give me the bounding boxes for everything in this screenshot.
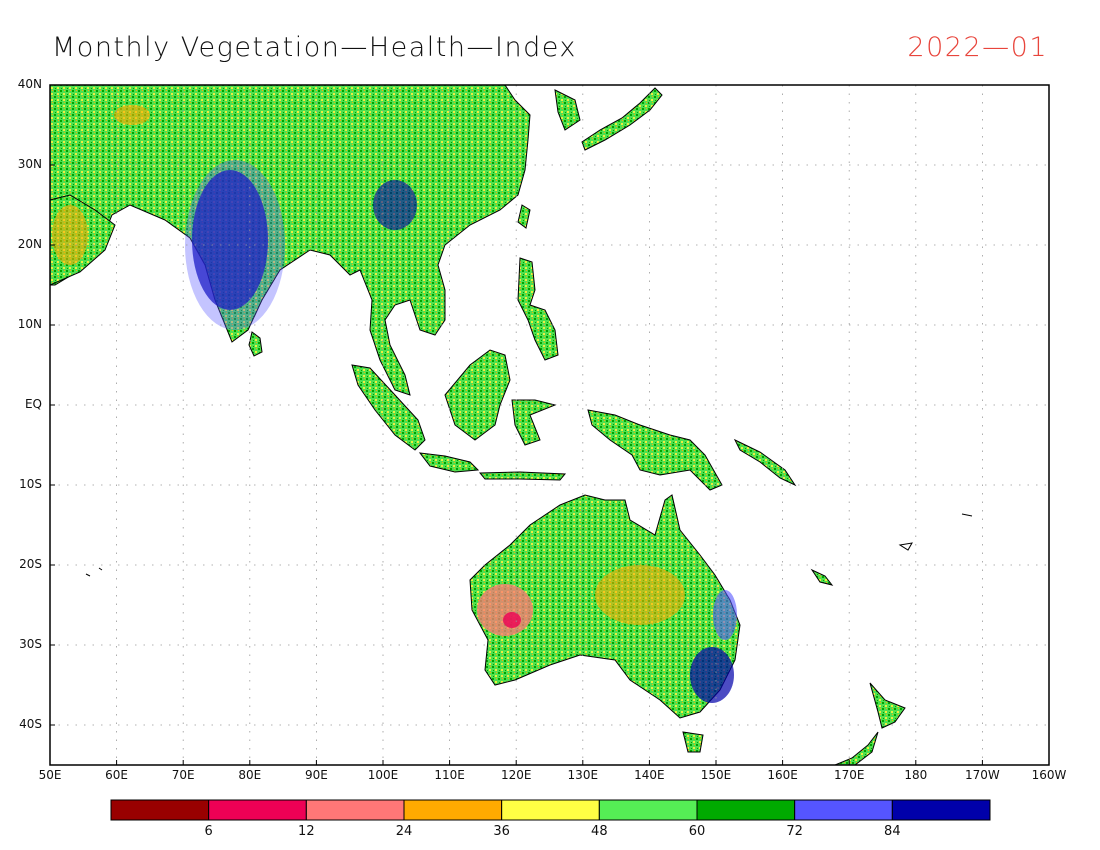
colorbar-swatch	[110, 799, 210, 821]
latitude-label: EQ	[24, 397, 42, 411]
longitude-label: 60E	[105, 768, 129, 782]
taiwan	[517, 204, 531, 229]
colorbar-swatch	[501, 799, 600, 821]
map-date: 2022—01	[907, 32, 1048, 63]
japan	[581, 87, 663, 151]
latitude-label: 30S	[19, 637, 42, 651]
longitude-label: 150E	[700, 768, 732, 782]
java	[418, 452, 480, 473]
longitude-label: 110E	[434, 768, 465, 782]
longitude-label: 100E	[367, 768, 399, 782]
colorbar-tick-label: 72	[786, 824, 803, 839]
sri-lanka	[248, 331, 263, 357]
x-ticks	[49, 760, 1050, 765]
new-caledonia	[810, 568, 834, 586]
longitude-label: 50E	[38, 768, 62, 782]
longitude-label: 90E	[304, 768, 328, 782]
w-australia-low-index	[477, 584, 533, 636]
se-australia-high-index	[690, 647, 734, 703]
longitude-label: 160E	[767, 768, 798, 782]
graticule-grid	[50, 85, 1049, 765]
colorbar-swatch	[305, 799, 405, 821]
latitude-label: 20S	[19, 557, 42, 571]
colorbar-tick-label: 36	[493, 824, 510, 839]
lesser-sunda-islands	[478, 471, 567, 481]
w-australia-very-low	[503, 612, 521, 628]
longitude-label: 170W	[965, 768, 1000, 782]
new-guinea	[587, 409, 723, 491]
china-high-index	[373, 180, 417, 230]
new-zealand-north	[869, 682, 906, 729]
mascarene-islands	[85, 567, 103, 577]
colorbar	[110, 799, 991, 821]
asia-landmass	[50, 85, 531, 396]
index-anomaly-patches	[52, 105, 737, 703]
latitude-label: 40S	[19, 717, 42, 731]
latitude-label: 10N	[17, 317, 42, 331]
india-high-index-edge	[185, 160, 285, 330]
colorbar-swatch	[891, 799, 991, 821]
iran-orange	[114, 105, 150, 125]
tasmania	[682, 731, 704, 753]
latitude-label: 40N	[17, 77, 42, 91]
latitude-label: 30N	[17, 157, 42, 171]
longitude-label: 70E	[171, 768, 195, 782]
latitude-label: 10S	[19, 477, 42, 491]
longitude-label: 180	[904, 768, 928, 782]
colorbar-swatch	[403, 799, 503, 821]
arabia-orange	[52, 205, 88, 265]
sumatra	[351, 364, 426, 451]
new-zealand-south	[834, 731, 879, 765]
colorbar-tick-label: 6	[204, 824, 213, 839]
longitude-label: 130E	[567, 768, 599, 782]
longitude-label: 160W	[1031, 768, 1067, 782]
plot-frame	[49, 84, 1050, 766]
colorbar-tick-label: 60	[688, 824, 706, 839]
philippines	[517, 257, 559, 361]
y-ticks	[50, 84, 55, 726]
longitude-label: 140E	[634, 768, 665, 782]
fiji	[898, 513, 973, 551]
colorbar-tick-label: 12	[298, 824, 315, 839]
colorbar-tick-label: 48	[591, 824, 608, 839]
landmass-layer	[50, 85, 973, 765]
longitude-label: 120E	[500, 768, 532, 782]
longitude-label: 80E	[238, 768, 262, 782]
sulawesi	[511, 399, 557, 446]
colorbar-swatch	[794, 799, 893, 821]
latitude-label: 20N	[17, 237, 42, 251]
colorbar-swatch	[208, 799, 307, 821]
borneo	[444, 349, 511, 441]
e-australia-blue	[713, 590, 737, 640]
india-high-index	[192, 170, 268, 310]
map-title: Monthly Vegetation—Health—Index	[52, 32, 577, 63]
korea	[554, 89, 581, 131]
longitude-label: 170E	[833, 768, 865, 782]
colorbar-tick-label: 24	[395, 824, 413, 839]
c-australia-orange	[595, 565, 685, 625]
colorbar-tick-label: 84	[884, 824, 901, 839]
colorbar-swatch	[696, 799, 796, 821]
colorbar-swatch	[598, 799, 698, 821]
solomon-islands	[733, 438, 797, 487]
